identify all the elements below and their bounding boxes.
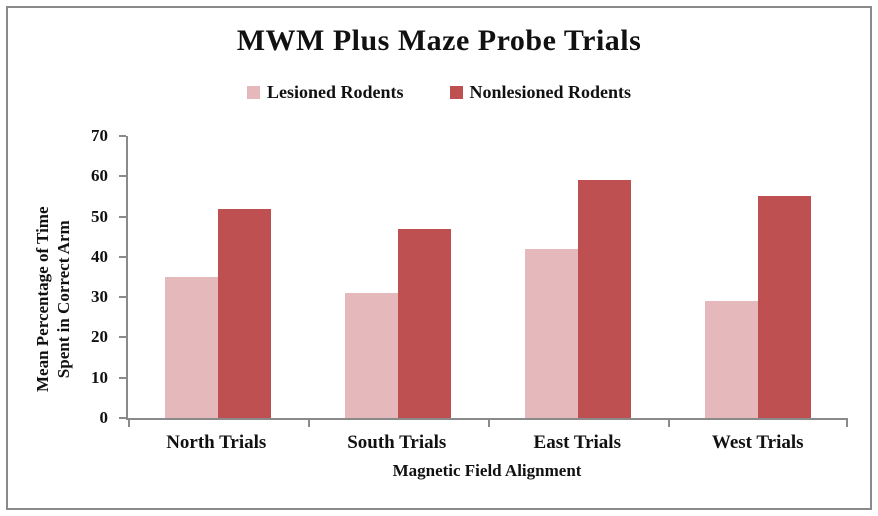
y-axis-tick-0 bbox=[119, 417, 126, 419]
legend-item-nonlesioned: Nonlesioned Rodents bbox=[449, 82, 632, 103]
x-axis-tick-0 bbox=[128, 420, 130, 427]
legend-label-nonlesioned: Nonlesioned Rodents bbox=[469, 82, 632, 102]
x-axis-tick-4 bbox=[846, 420, 848, 427]
x-category-label-north-trials: North Trials bbox=[166, 432, 267, 453]
y-tick-label-40: 40 bbox=[91, 246, 108, 266]
y-axis-tick-40 bbox=[119, 255, 126, 258]
chart-title: MWM Plus Maze Probe Trials bbox=[236, 24, 642, 57]
y-tick-label-0: 0 bbox=[99, 408, 109, 427]
x-axis-tick-1 bbox=[308, 420, 310, 427]
x-axis-tick-2 bbox=[488, 420, 490, 427]
bar-nonlesioned-south-trials bbox=[398, 228, 451, 418]
y-axis-tick-10 bbox=[119, 376, 126, 379]
y-tick-label-70: 70 bbox=[91, 126, 108, 145]
legend: Lesioned Rodents Nonlesioned Rodents bbox=[0, 82, 878, 103]
bar-group-east-trials bbox=[488, 136, 668, 418]
legend-swatch-nonlesioned-icon bbox=[449, 86, 463, 99]
y-tick-label-50: 50 bbox=[91, 206, 108, 226]
plot-area: 0 10 20 30 40 50 60 70 bbox=[91, 126, 848, 427]
y-axis-title: Mean Percentage of Time Spent in Correct… bbox=[32, 149, 75, 449]
y-axis-tick-70 bbox=[119, 135, 126, 137]
bar-lesioned-east-trials bbox=[525, 248, 578, 418]
y-axis-title-line-1: Mean Percentage of Time bbox=[32, 206, 52, 393]
y-axis-tick-60 bbox=[119, 175, 126, 178]
x-axis-tick-3 bbox=[668, 420, 670, 427]
x-axis-title: Magnetic Field Alignment bbox=[392, 461, 582, 480]
y-tick-label-30: 30 bbox=[91, 287, 108, 307]
bar-group-north-trials bbox=[128, 136, 308, 418]
legend-swatch-lesioned-icon bbox=[246, 86, 260, 99]
y-tick-label-10: 10 bbox=[91, 367, 108, 387]
bar-group-west-trials bbox=[668, 136, 848, 418]
bar-group-south-trials bbox=[308, 136, 488, 418]
x-labels-row: North Trials South Trials East Trials West … bbox=[126, 432, 848, 454]
y-axis-title-line-2: Spent in Correct Arm bbox=[54, 220, 73, 379]
bar-lesioned-south-trials bbox=[345, 293, 398, 418]
bars-row bbox=[128, 136, 848, 418]
bar-nonlesioned-east-trials bbox=[578, 180, 631, 418]
x-category-label-south-trials: South Trials bbox=[347, 432, 447, 453]
bar-lesioned-north-trials bbox=[165, 277, 218, 418]
legend-item-lesioned: Lesioned Rodents bbox=[246, 82, 404, 103]
x-category-label-west-trials: West Trials bbox=[711, 432, 804, 453]
y-axis-tick-50 bbox=[119, 215, 126, 218]
y-tick-label-60: 60 bbox=[91, 166, 108, 186]
legend-label-lesioned: Lesioned Rodents bbox=[266, 82, 404, 102]
bar-nonlesioned-north-trials bbox=[218, 208, 271, 418]
bar-nonlesioned-west-trials bbox=[758, 196, 811, 418]
y-axis-tick-30 bbox=[119, 296, 126, 299]
bar-lesioned-west-trials bbox=[705, 301, 758, 418]
y-tick-label-20: 20 bbox=[91, 327, 108, 347]
x-category-label-east-trials: East Trials bbox=[533, 432, 621, 453]
y-axis-tick-20 bbox=[119, 336, 126, 339]
